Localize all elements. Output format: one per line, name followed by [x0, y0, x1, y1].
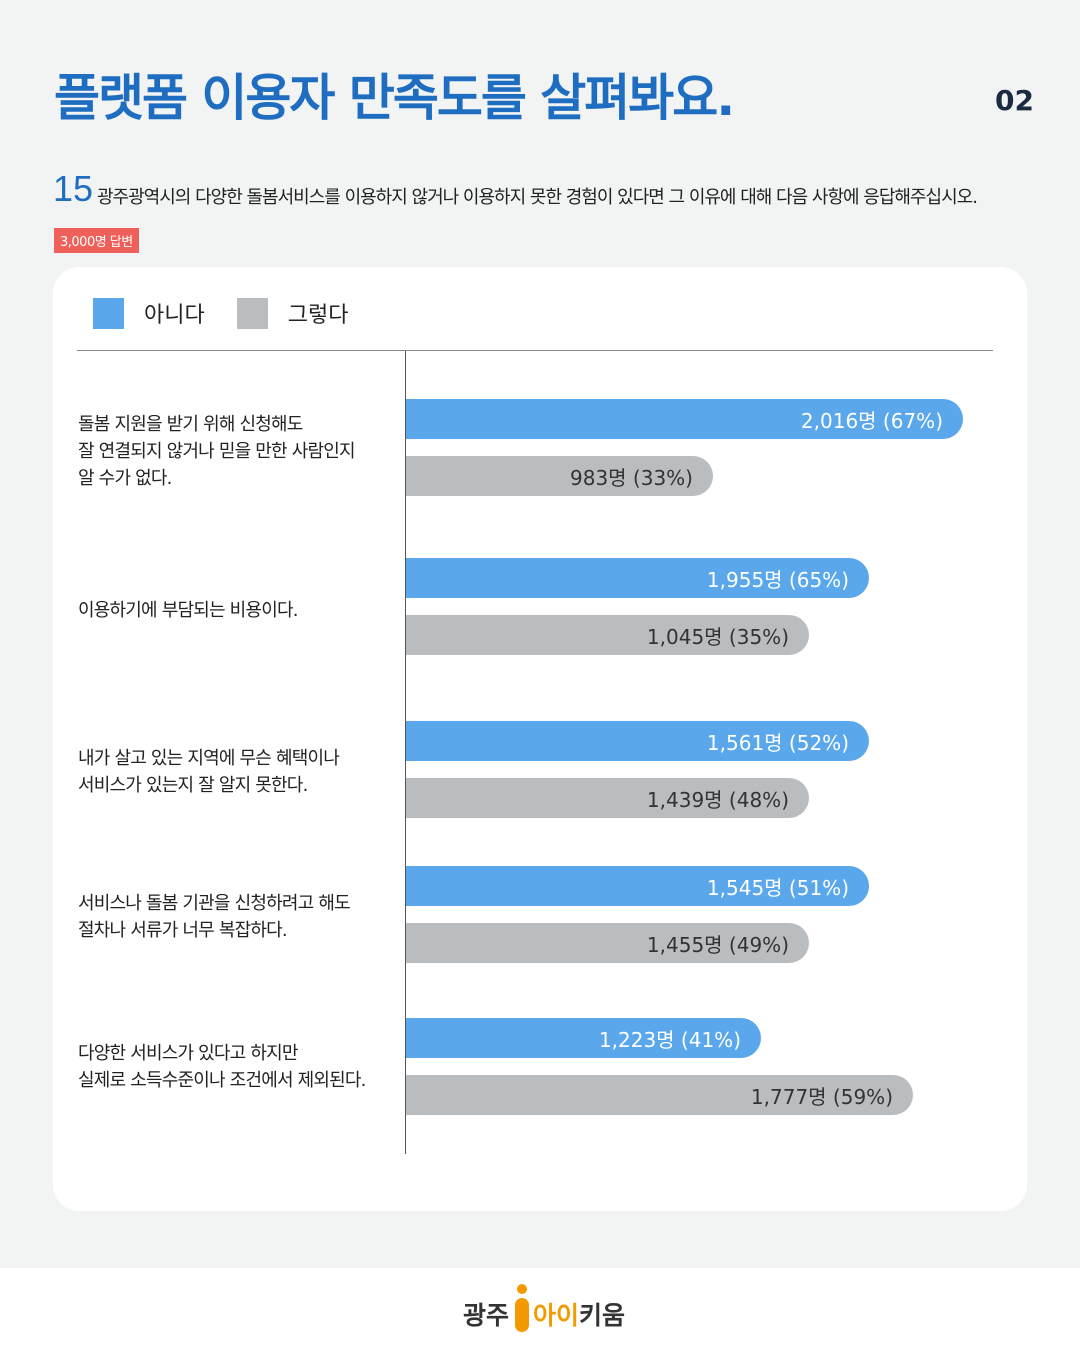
- legend-label-no: 아니다: [144, 303, 205, 328]
- legend: 아니다 그렇다: [93, 297, 380, 329]
- data-label: 1,223명 (41%): [598, 1027, 741, 1052]
- category-label: 돌봄 지원을 받기 위해 신청해도 잘 연결되지 않거나 믿을 만한 사람인지 …: [78, 414, 356, 489]
- data-label: 1,777명 (59%): [750, 1084, 893, 1109]
- data-label: 983명 (33%): [570, 465, 693, 490]
- response-count-badge: 3,000명 답변: [54, 228, 139, 253]
- chart-card: 아니다 그렇다 돌봄 지원을 받기 위해 신청해도 잘 연결되지 않거나 믿을 …: [53, 267, 1027, 1211]
- axis-line: [405, 351, 406, 1154]
- page-title: 플랫폼 이용자 만족도를 살펴봐요.: [54, 69, 735, 127]
- legend-swatch-yes: [236, 297, 268, 329]
- data-label: 1,045명 (35%): [646, 624, 789, 649]
- bar-no: 1,545명 (51%): [406, 866, 869, 906]
- top-divider: [77, 350, 993, 351]
- data-label: 1,955명 (65%): [706, 567, 849, 592]
- category-label: 이용하기에 부담되는 비용이다.: [78, 600, 298, 621]
- bar-yes: 1,777명 (59%): [406, 1075, 913, 1115]
- bar-yes: 983명 (33%): [406, 456, 713, 496]
- question-text: 광주광역시의 다양한 돌봄서비스를 이용하지 않거나 이용하지 못한 경험이 있…: [97, 187, 978, 208]
- bar-yes: 1,045명 (35%): [406, 615, 809, 655]
- bar-no: 1,955명 (65%): [406, 558, 869, 598]
- bar-yes: 1,439명 (48%): [406, 778, 809, 818]
- question-number: 15: [53, 168, 94, 209]
- data-label: 1,455명 (49%): [646, 932, 789, 957]
- bar-no: 1,561명 (52%): [406, 721, 869, 761]
- data-label: 2,016명 (67%): [800, 408, 943, 433]
- page-number: 02: [995, 84, 1034, 117]
- data-label: 1,561명 (52%): [706, 730, 849, 755]
- logo-i-icon: [515, 1284, 530, 1332]
- data-label: 1,439명 (48%): [646, 787, 789, 812]
- bar-no: 1,223명 (41%): [406, 1018, 761, 1058]
- logo: 광주 아이 키움: [463, 1282, 625, 1332]
- legend-label-yes: 그렇다: [287, 303, 349, 328]
- data-label: 1,545명 (51%): [706, 875, 849, 900]
- category-label: 다양한 서비스가 있다고 하지만 실제로 소득수준이나 조건에서 제외된다.: [78, 1043, 366, 1091]
- category-label: 서비스나 돌봄 기관을 신청하려고 해도 절차나 서류가 너무 복잡하다.: [78, 893, 351, 941]
- footer: [0, 1268, 1080, 1350]
- bar-yes: 1,455명 (49%): [406, 923, 809, 963]
- legend-swatch-no: [93, 297, 124, 329]
- category-label: 내가 살고 있는 지역에 무슨 혜택이나 서비스가 있는지 잘 알지 못한다.: [78, 748, 340, 796]
- bar-no: 2,016명 (67%): [406, 399, 963, 439]
